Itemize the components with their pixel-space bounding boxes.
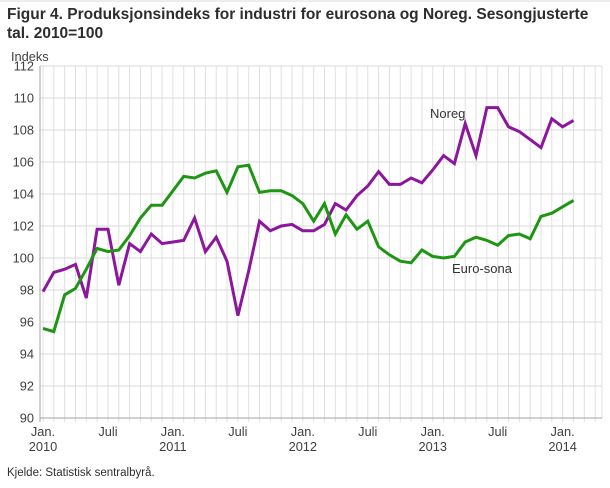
y-tick-label: 108 (13, 123, 34, 138)
page-top-divider (0, 0, 610, 2)
x-tick-year-label: 2012 (289, 439, 317, 454)
y-tick-label: 92 (20, 379, 34, 394)
tick-labels: 9092949698100102104106108110112Jan.2010J… (13, 59, 577, 455)
series-label-noreg: Noreg (430, 106, 465, 121)
x-tick-year-label: 2011 (159, 439, 187, 454)
y-tick-label: 90 (20, 411, 34, 426)
figure-title-line2: tal. 2010=100 (7, 25, 104, 42)
y-tick-label: 112 (14, 59, 34, 74)
y-tick-label: 100 (13, 251, 34, 266)
x-tick-label: Juli (228, 424, 247, 439)
x-tick-label: Jan. (551, 424, 575, 439)
x-tick-year-label: 2010 (29, 439, 57, 454)
x-tick-year-label: 2013 (419, 439, 447, 454)
series-lines (41, 106, 575, 334)
x-tick-label: Juli (358, 424, 377, 439)
y-tick-label: 94 (20, 347, 34, 362)
x-tick-label: Jan. (421, 424, 445, 439)
series-labels: Noreg Euro-sona (430, 106, 513, 276)
series-label-euro-sona: Euro-sona (452, 261, 513, 276)
x-tick-label: Jan. (161, 424, 185, 439)
y-tick-label: 96 (20, 315, 34, 330)
y-tick-label: 98 (20, 283, 34, 298)
source-note: Kjelde: Statistisk sentralbyrå. (7, 467, 155, 479)
line-noreg (41, 106, 575, 316)
x-tick-label: Juli (488, 424, 507, 439)
x-tick-label: Jan. (31, 424, 55, 439)
y-tick-label: 106 (13, 155, 34, 170)
y-axis-title: Indeks (11, 49, 49, 64)
x-tick-year-label: 2014 (548, 439, 576, 454)
y-tick-label: 104 (13, 187, 34, 202)
y-tick-label: 110 (14, 91, 34, 106)
figure-title: Figur 4. Produksjonsindeks for industri … (7, 5, 607, 43)
axes (39, 66, 602, 422)
x-tick-label: Jan. (291, 424, 315, 439)
x-tick-label: Juli (98, 424, 117, 439)
y-tick-label: 102 (13, 219, 34, 234)
figure-title-line1: Figur 4. Produksjonsindeks for industri … (7, 6, 589, 23)
line-euro-sona (42, 163, 575, 334)
